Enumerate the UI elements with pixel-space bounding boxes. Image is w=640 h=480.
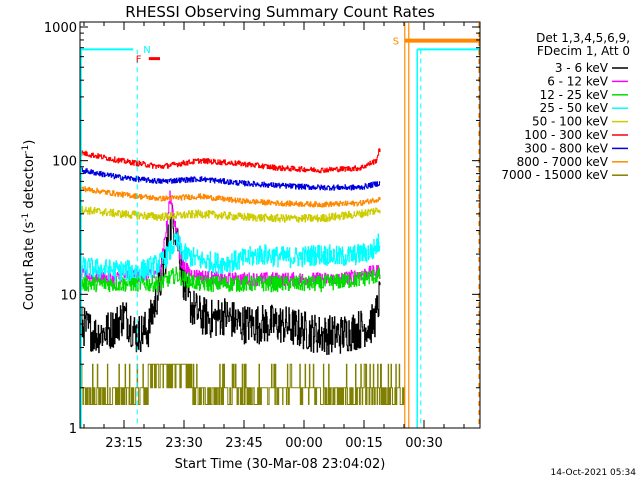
legend-label: 25 - 50 keV: [540, 101, 609, 115]
x-axis: 23:15 23:30 23:45 00:00 00:15 00:30: [83, 22, 465, 451]
legend-label: 50 - 100 keV: [532, 115, 609, 129]
night-label: N: [143, 45, 150, 56]
legend-label: 3 - 6 keV: [555, 61, 609, 75]
series-12-25kev: [80, 266, 381, 293]
series-800-7000kev: [80, 186, 381, 208]
legend-label: 12 - 25 keV: [540, 88, 609, 102]
legend-header-fdecim: FDecim 1, Att 0: [537, 44, 630, 58]
series-3-6kev: [80, 204, 381, 355]
x-tick-label: 00:15: [345, 436, 382, 451]
series-300-800kev: [80, 167, 381, 191]
plot-area: N S F: [80, 23, 480, 428]
legend-label: 100 - 300 keV: [524, 128, 608, 142]
legend-label: 6 - 12 keV: [547, 74, 609, 88]
x-tick-label: 23:15: [105, 436, 142, 451]
y-tick-label: 1: [69, 422, 77, 437]
y-tick-label: 100: [52, 155, 77, 170]
x-tick-label: 00:30: [405, 436, 442, 451]
y-tick-label: 10: [60, 288, 77, 303]
flare-label: F: [136, 55, 142, 66]
series-25-50kev: [80, 232, 381, 282]
y-axis: 1 10 100 1000: [44, 21, 480, 437]
x-tick-label: 23:45: [225, 436, 262, 451]
y-axis-label: Count Rate (s-1 detector-1): [21, 140, 37, 311]
timestamp: 14-Oct-2021 05:34: [551, 468, 637, 478]
series-100-300kev: [80, 148, 381, 174]
legend-header-detectors: Det 1,3,4,5,6,9,: [536, 31, 630, 45]
plot-frame: [79, 21, 481, 429]
y-tick-label: 1000: [44, 21, 77, 36]
x-tick-label: 23:30: [165, 436, 202, 451]
x-tick-label: 00:00: [285, 436, 322, 451]
chart-title: RHESSI Observing Summary Count Rates: [125, 3, 435, 21]
legend-label: 300 - 800 keV: [524, 141, 608, 155]
legend-label: 7000 - 15000 keV: [501, 168, 608, 182]
saa-label: S: [393, 37, 399, 48]
legend: Det 1,3,4,5,6,9, FDecim 1, Att 0 3 - 6 k…: [501, 31, 630, 182]
legend-label: 800 - 7000 keV: [517, 155, 609, 169]
series-7000-15000-kev: [80, 363, 405, 405]
series-50-100kev: [80, 205, 381, 223]
x-axis-label: Start Time (30-Mar-08 23:04:02): [175, 457, 386, 472]
